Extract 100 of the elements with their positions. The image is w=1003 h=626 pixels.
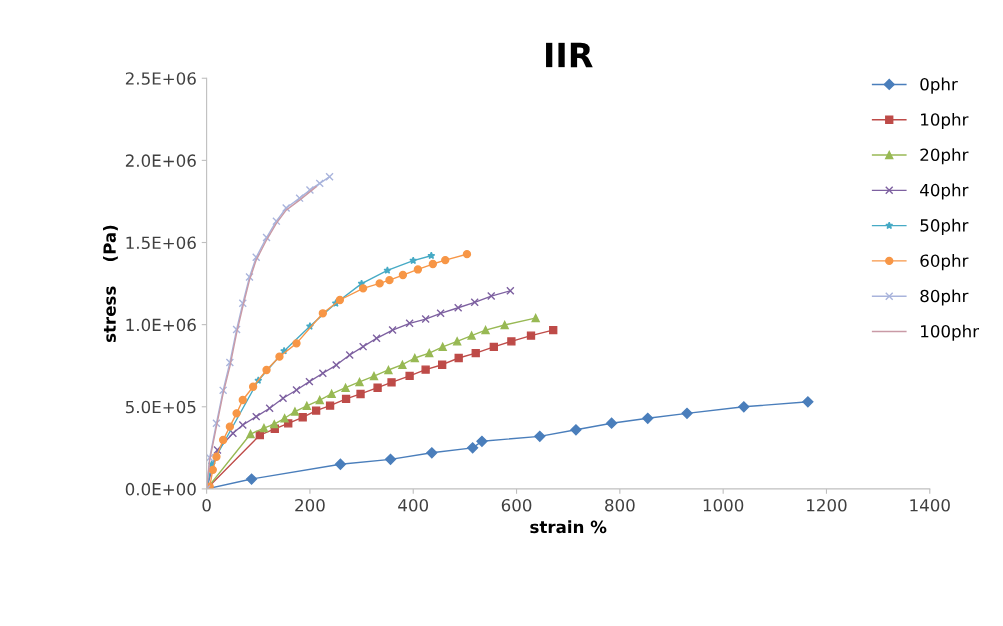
point xyxy=(481,325,490,335)
point xyxy=(262,365,271,375)
point xyxy=(238,395,247,405)
point xyxy=(318,309,328,318)
point xyxy=(212,452,221,461)
point xyxy=(259,423,269,433)
point xyxy=(290,407,300,416)
point xyxy=(437,360,447,369)
point xyxy=(252,253,261,262)
point xyxy=(375,279,384,288)
point xyxy=(426,447,438,459)
point xyxy=(384,365,393,375)
point xyxy=(405,319,414,328)
point xyxy=(272,216,281,226)
point xyxy=(425,348,434,358)
point xyxy=(471,348,480,358)
point xyxy=(462,250,472,259)
point xyxy=(421,314,430,324)
point xyxy=(358,342,368,351)
point xyxy=(246,429,255,439)
point xyxy=(232,325,241,334)
point xyxy=(245,272,254,282)
x-tick-label: 400 xyxy=(398,498,429,512)
point xyxy=(441,255,450,265)
point xyxy=(373,383,382,392)
point xyxy=(218,386,228,395)
x-tick-label: 0 xyxy=(202,498,211,512)
point xyxy=(345,350,354,360)
point xyxy=(384,453,397,465)
point xyxy=(225,422,235,431)
point xyxy=(409,256,418,265)
point xyxy=(305,185,315,195)
point xyxy=(305,377,314,386)
point xyxy=(405,371,414,381)
point xyxy=(325,172,334,181)
legend-label: 20phr xyxy=(920,148,969,165)
point xyxy=(452,337,462,346)
point xyxy=(642,412,654,424)
point xyxy=(355,377,364,387)
point xyxy=(248,382,258,391)
legend-label: 0phr xyxy=(920,77,958,94)
point xyxy=(398,270,408,280)
point xyxy=(507,337,516,346)
legend-label: 10phr xyxy=(921,112,969,130)
point xyxy=(232,409,241,418)
point xyxy=(500,320,509,330)
point xyxy=(212,419,221,428)
point xyxy=(369,371,379,381)
y-tick-label: 2.5E+06 xyxy=(125,72,196,85)
y-tick-label: 1.0E+06 xyxy=(126,318,196,332)
point xyxy=(295,193,304,203)
point xyxy=(358,284,368,293)
point xyxy=(489,342,498,351)
point xyxy=(570,424,582,436)
point xyxy=(208,465,217,475)
point xyxy=(388,325,397,335)
point xyxy=(292,339,301,348)
point xyxy=(356,389,365,399)
point xyxy=(341,383,350,392)
x-axis-title: strain % xyxy=(530,520,607,534)
point xyxy=(265,404,274,413)
point xyxy=(335,295,345,305)
point xyxy=(213,445,222,455)
point xyxy=(318,369,328,378)
point xyxy=(410,353,419,363)
point xyxy=(802,396,814,408)
point xyxy=(385,275,394,285)
point xyxy=(534,430,546,442)
point xyxy=(302,401,311,410)
point xyxy=(467,331,476,340)
point xyxy=(506,286,515,295)
x-tick-label: 1400 xyxy=(910,498,950,512)
point xyxy=(549,325,558,335)
point xyxy=(281,203,291,213)
point xyxy=(398,360,407,369)
point xyxy=(467,442,479,454)
point xyxy=(245,473,258,485)
point xyxy=(531,313,540,323)
point xyxy=(526,331,536,340)
x-tick-label: 200 xyxy=(295,498,325,512)
legend-label: 100phr xyxy=(921,324,980,341)
point xyxy=(228,429,238,438)
line-series xyxy=(206,186,317,489)
point xyxy=(270,420,279,429)
point xyxy=(334,458,347,470)
y-axis-title: stress (Pa) xyxy=(103,225,118,343)
x-tick-label: 600 xyxy=(501,498,532,512)
point xyxy=(238,420,247,430)
point xyxy=(487,291,496,301)
point xyxy=(332,360,341,370)
point xyxy=(315,395,324,405)
point xyxy=(341,394,351,404)
point xyxy=(427,251,436,260)
point xyxy=(278,394,288,403)
point xyxy=(315,179,324,188)
point xyxy=(238,299,247,308)
point xyxy=(436,309,445,318)
y-tick-label: 5.0E+05 xyxy=(125,400,196,414)
x-tick-label: 1000 xyxy=(703,498,744,512)
legend-label: 60phr xyxy=(920,254,969,271)
